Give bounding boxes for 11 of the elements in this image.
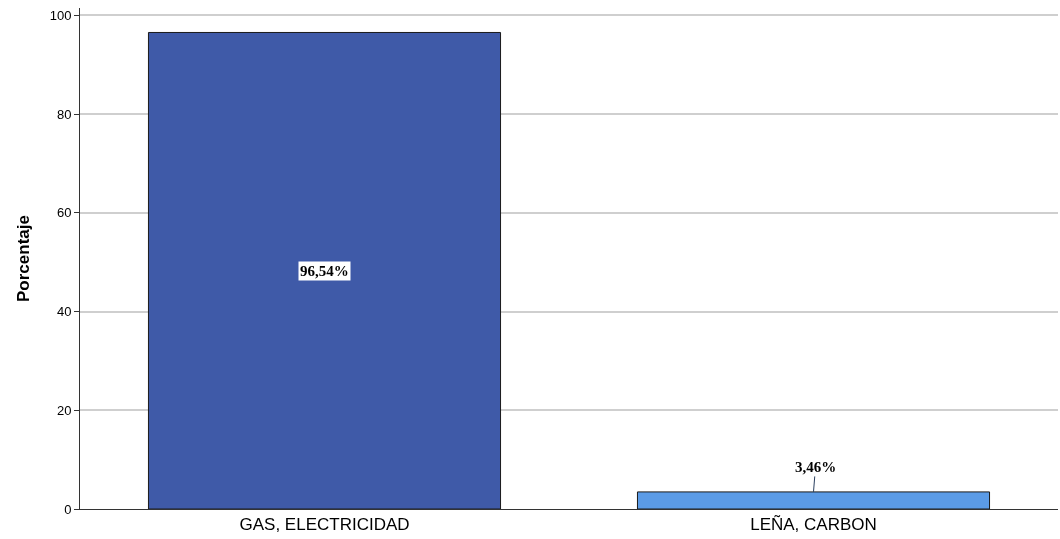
y-tick-label: 40: [56, 304, 72, 320]
y-tick-label: 0: [64, 501, 72, 517]
y-tick-label: 60: [56, 205, 72, 221]
x-tick-label: LEÑA, CARBON: [750, 515, 877, 535]
y-axis-title: Porcentaje: [14, 215, 34, 302]
y-tick-label: 80: [56, 106, 72, 122]
data-label: 96,54%: [300, 263, 349, 279]
y-tick-label: 100: [49, 7, 72, 23]
data-label: 3,46%: [795, 459, 837, 475]
x-tick-label: GAS, ELECTRICIDAD: [239, 515, 410, 535]
y-tick-label: 20: [56, 402, 72, 418]
